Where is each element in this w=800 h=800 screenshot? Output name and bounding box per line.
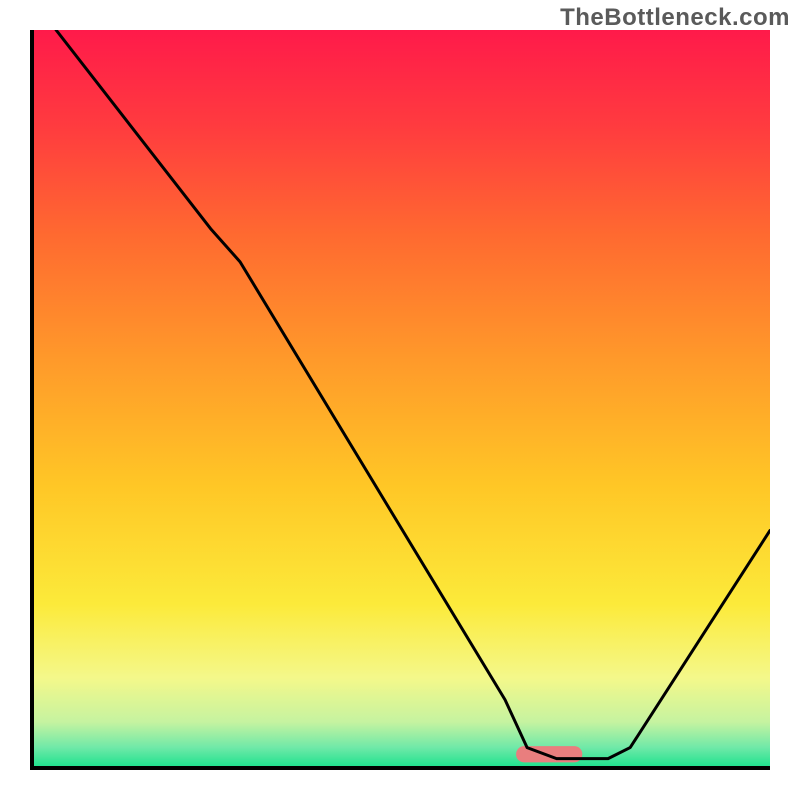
plot-area <box>30 30 770 770</box>
chart-svg <box>34 30 770 766</box>
gradient-background <box>34 30 770 766</box>
chart-container: TheBottleneck.com <box>0 0 800 800</box>
watermark-text: TheBottleneck.com <box>560 4 790 32</box>
